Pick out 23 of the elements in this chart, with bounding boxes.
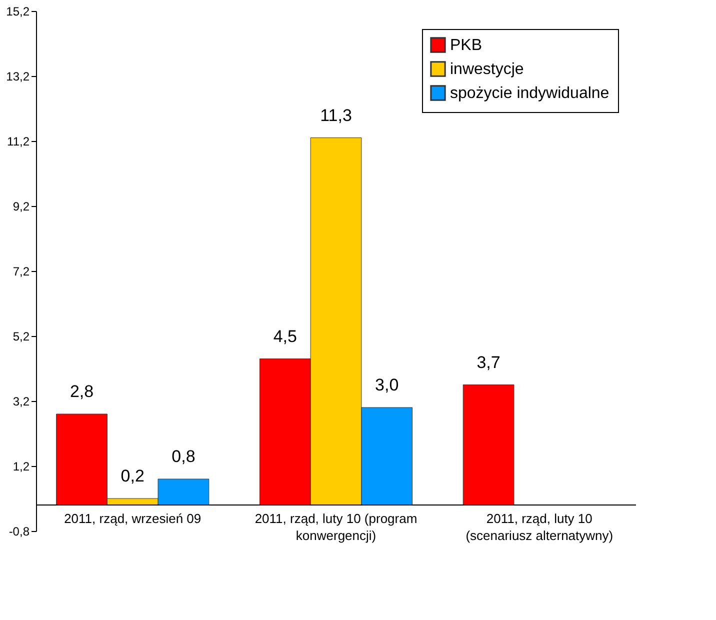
data-label: 4,5 xyxy=(273,326,297,346)
y-tick-label: 15,2 xyxy=(6,4,30,18)
legend-label: PKB xyxy=(450,37,482,54)
legend-label: inwestycje xyxy=(450,61,524,78)
y-tick-label: 3,2 xyxy=(12,394,30,408)
data-label: 0,2 xyxy=(120,466,144,486)
legend-label: spożycie indywidualne xyxy=(450,85,610,102)
x-tick-label: 2011, rząd, luty 10 (scenariusz alternatywny) xyxy=(466,511,614,543)
data-label: 11,3 xyxy=(320,106,352,125)
data-label: 3,7 xyxy=(476,352,500,372)
y-tick-label: 9,2 xyxy=(12,200,30,214)
y-tick-label: 1,2 xyxy=(12,460,30,474)
data-label: 3,0 xyxy=(375,376,399,394)
data-label: 2,8 xyxy=(70,382,94,401)
y-tick-label: -0,8 xyxy=(8,524,30,538)
y-tick-label: 5,2 xyxy=(12,330,30,344)
bar xyxy=(462,384,514,506)
x-tick-label: 2011, rząd, wrzesień 09 xyxy=(64,511,202,526)
y-tick-label: 7,2 xyxy=(12,264,30,278)
y-tick-label: 13,2 xyxy=(6,70,30,84)
data-label: 0,8 xyxy=(172,447,196,466)
y-tick-label: 11,2 xyxy=(7,134,30,148)
x-tick-label: 2011, rząd, luty 10 (program konwergencji) xyxy=(254,511,418,543)
